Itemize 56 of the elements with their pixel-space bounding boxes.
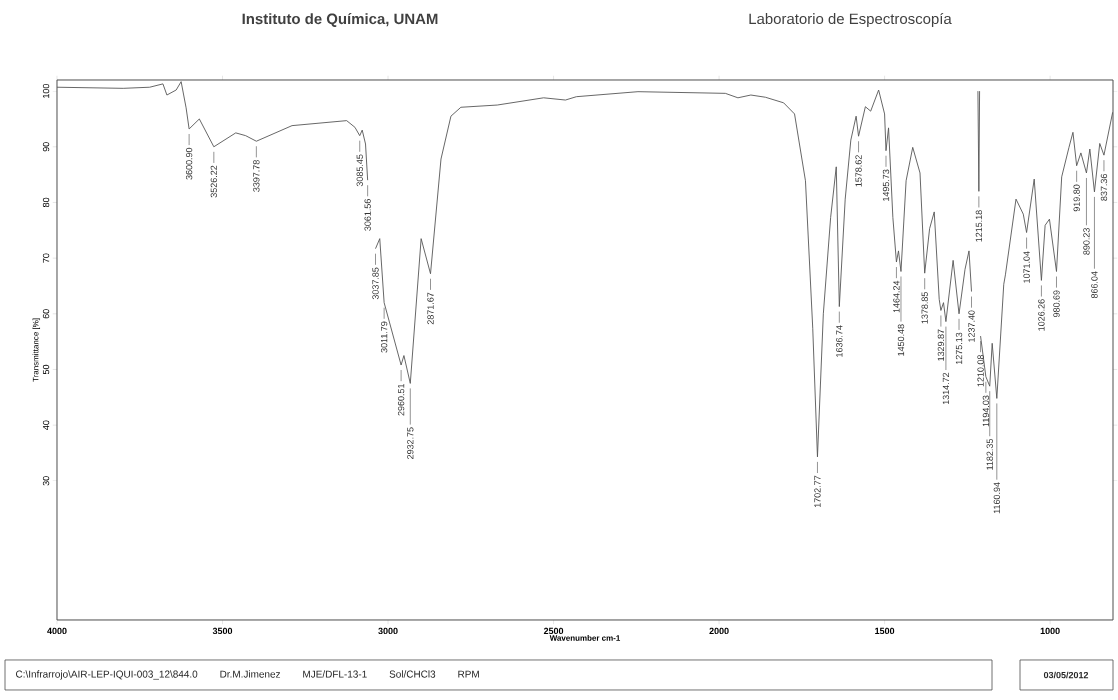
annotation: 2960.51 [397,383,405,416]
x-tick-label: 2500 [543,627,564,635]
annotation: 3085.45 [356,154,363,187]
text: 03/05/2012 [1043,671,1089,679]
text: Sol/CHCl3 [389,670,436,678]
x-tick-label: 1500 [875,627,895,635]
annotation: 866.04 [1091,271,1098,299]
y-tick-label: 50 [42,364,50,375]
annotation: 1210.08 [977,354,984,387]
y-tick-label: 80 [42,197,50,208]
annotation: 1450.48 [897,324,905,356]
annotation: 1329.87 [937,329,945,361]
x-tick-label: 4000 [47,627,67,635]
annotation: 3397.78 [253,160,260,192]
annotation: 1182.35 [986,439,993,470]
y-tick-label: 100 [42,84,50,98]
annotation: 2871.67 [427,292,434,325]
annotation: 1464.24 [893,280,900,313]
text: Dr.M.Jimenez [220,670,281,678]
annotation: 3011.79 [380,321,388,353]
chart-title: Instituto de Química, UNAM [242,13,438,27]
annotation: 1194.03 [982,395,990,427]
annotation: 3526.22 [210,165,218,198]
annotation: 1314.72 [942,372,950,405]
annotation: 980.69 [1053,290,1060,318]
chart-subtitle: Laboratorio de Espectroscopía [749,12,952,28]
text: MJE/DFL-13-1 [303,670,367,678]
y-tick-label: 70 [42,253,50,263]
text: C:\Infrarrojo\AIR-LEP-IQUI-003_12\844.0 [16,670,198,680]
annotation: 1702.77 [814,475,821,508]
annotation: 890.23 [1083,228,1090,255]
annotation: 1636.74 [836,325,843,357]
annotation: 1495.73 [882,169,890,201]
text: RPM [458,670,479,678]
annotation: 1215.18 [975,210,983,242]
x-tick-label: 3500 [212,627,233,635]
y-tick-label: 60 [42,309,50,319]
annotation: 2932.75 [407,427,414,459]
annotation: 3600.90 [185,147,193,180]
y-tick-label: 30 [42,476,50,486]
x-tick-label: 1000 [1040,627,1060,635]
annotation: 1160.94 [993,482,1001,514]
annotation: 1378.85 [921,292,928,324]
annotation: 3061.56 [364,199,371,231]
x-tick-label: 3000 [378,627,398,635]
annotation: 1275.13 [955,332,963,365]
annotation: 1237.40 [968,310,975,342]
annotation: 1026.26 [1038,299,1045,331]
x-tick-label: 2000 [709,627,729,635]
y-tick-label: 40 [42,420,50,430]
y-tick-label: 90 [42,142,50,152]
annotation: 919.80 [1073,184,1080,212]
annotation: 1071.04 [1023,251,1030,283]
annotation: 837.36 [1100,174,1108,201]
annotation: 1578.62 [855,155,862,187]
annotation: 3037.85 [372,267,379,300]
